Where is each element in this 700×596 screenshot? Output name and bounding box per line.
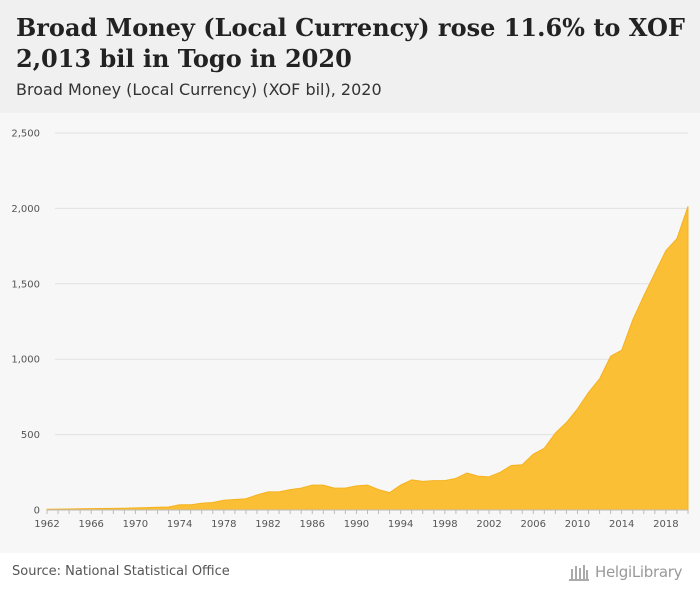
x-tick-label: 2006 bbox=[521, 519, 546, 530]
x-tick-label: 1966 bbox=[78, 519, 103, 530]
x-tick-label: 1962 bbox=[34, 519, 59, 530]
logo-text: HelgiLibrary bbox=[595, 563, 683, 581]
chart-subtitle: Broad Money (Local Currency) (XOF bil), … bbox=[16, 80, 382, 99]
x-tick-label: 2002 bbox=[476, 519, 501, 530]
x-axis: 1962 1966 1970 1974 1978 1982 1986 1990 1994 1998… bbox=[34, 509, 689, 530]
x-tick-label: 1978 bbox=[211, 519, 236, 530]
x-tick-label: 1974 bbox=[167, 519, 192, 530]
x-tick-label: 1990 bbox=[344, 519, 369, 530]
x-tick-label: 1998 bbox=[432, 519, 457, 530]
area-layer bbox=[46, 206, 689, 511]
source-note: Source: National Statistical Office bbox=[12, 564, 230, 579]
helgi-library-logo[interactable]: HelgiLibrary bbox=[568, 559, 694, 585]
y-tick-label: 500 bbox=[21, 430, 40, 441]
chart-header: Broad Money (Local Currency) rose 11.6% … bbox=[0, 0, 700, 113]
y-axis-labels: 0 500 1,000 1,500 2,000 2,500 bbox=[11, 129, 40, 517]
y-tick-label: 2,000 bbox=[11, 204, 40, 215]
x-tick-label: 1982 bbox=[255, 519, 280, 530]
y-tick-label: 2,500 bbox=[11, 129, 40, 140]
y-tick-label: 1,000 bbox=[11, 355, 40, 366]
x-tick-label: 1970 bbox=[123, 519, 148, 530]
library-building-icon bbox=[569, 565, 589, 581]
x-tick-label: 2010 bbox=[565, 519, 590, 530]
y-tick-label: 1,500 bbox=[11, 279, 40, 290]
x-tick-label: 2014 bbox=[609, 519, 634, 530]
area-chart: 0 500 1,000 1,500 2,000 2,500 1962 1966 1970 197… bbox=[11, 129, 689, 530]
x-tick-label: 2018 bbox=[653, 519, 678, 530]
x-tick-label: 1986 bbox=[300, 519, 325, 530]
series-area bbox=[46, 206, 689, 511]
x-tick-label: 1994 bbox=[388, 519, 413, 530]
y-tick-label: 0 bbox=[34, 506, 40, 517]
chart-title: Broad Money (Local Currency) rose 11.6% … bbox=[16, 13, 685, 73]
